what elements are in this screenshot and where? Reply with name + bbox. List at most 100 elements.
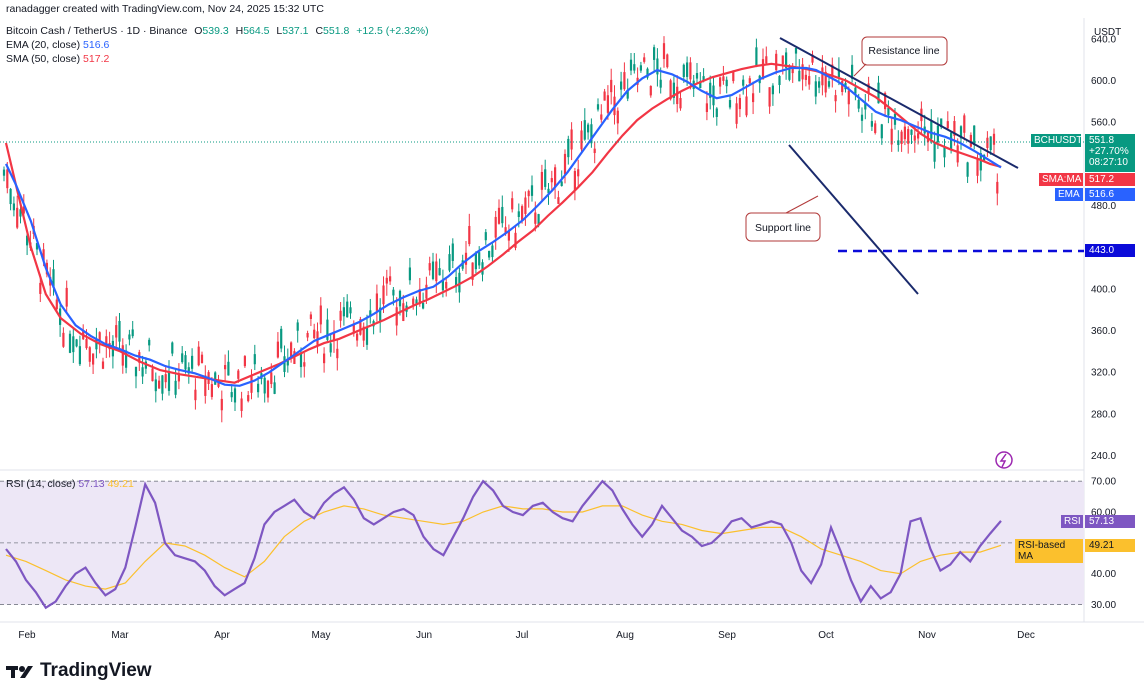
candle (118, 313, 121, 353)
sma-legend[interactable]: SMA (50, close) 517.2 (6, 53, 110, 65)
candle (742, 75, 745, 95)
alert-bolt-icon[interactable] (995, 451, 1013, 469)
candle (890, 118, 893, 152)
candle (445, 278, 448, 297)
svg-text:Nov: Nov (918, 630, 936, 641)
price-tick: 280.0 (1091, 409, 1116, 420)
tradingview-logo-icon (6, 666, 33, 678)
price-tick: 320.0 (1091, 368, 1116, 379)
candle (273, 375, 276, 395)
candle (725, 76, 728, 94)
candle (623, 62, 626, 91)
resistance-callout-text: Resistance line (868, 45, 939, 57)
price-tick: 560.0 (1091, 118, 1116, 129)
candle (408, 257, 411, 285)
candle (979, 147, 982, 182)
candle (738, 94, 741, 118)
svg-text:640.0: 640.0 (1091, 34, 1116, 45)
candle (794, 47, 798, 66)
candle (247, 390, 250, 403)
candle (946, 111, 949, 129)
candle (243, 355, 246, 368)
candle (148, 337, 151, 352)
candle (336, 338, 339, 371)
candle (240, 391, 243, 418)
change-value: +12.5 (+2.32%) (356, 25, 429, 37)
candle (722, 65, 725, 85)
candle (745, 84, 748, 118)
ema-price-box: 516.6 EMA (1055, 188, 1135, 201)
support-line[interactable] (788, 144, 919, 295)
candle (329, 333, 332, 357)
ema-legend[interactable]: EMA (20, close) 516.6 (6, 39, 110, 51)
candle (874, 120, 877, 135)
candle (402, 294, 405, 322)
candle (184, 350, 187, 374)
candle (540, 164, 543, 202)
price-tick: 360.0 (1091, 326, 1116, 337)
candle (296, 319, 299, 343)
candle (593, 141, 596, 164)
svg-text:240.0: 240.0 (1091, 451, 1116, 462)
candle (910, 129, 913, 145)
candle (728, 96, 732, 110)
candle (590, 118, 593, 148)
candle (65, 280, 68, 313)
candle (474, 251, 477, 274)
candle (448, 245, 451, 273)
rsi-legend[interactable]: RSI (14, close) 57.13 49.21 (6, 478, 134, 490)
candle (12, 196, 15, 217)
candle (633, 52, 636, 74)
candle (26, 233, 29, 256)
candle (662, 36, 666, 68)
candle (831, 57, 834, 88)
svg-text:600.0: 600.0 (1091, 76, 1116, 87)
resistance-callout[interactable]: Resistance line (853, 36, 948, 77)
candle (897, 130, 900, 152)
candle (557, 190, 560, 205)
candle (191, 348, 194, 374)
candle (596, 98, 600, 112)
level-price-box: 443.0 (1085, 244, 1135, 257)
candle (484, 229, 487, 245)
candle (903, 122, 906, 146)
candle (930, 109, 933, 144)
svg-text:70.00: 70.00 (1091, 477, 1116, 488)
candle (197, 341, 200, 367)
support-callout[interactable]: Support line (745, 195, 821, 242)
candle (158, 375, 161, 389)
rsi-value-box: 57.13 RSI (1061, 515, 1135, 528)
candle (768, 87, 771, 114)
candle (2, 166, 6, 182)
candle (570, 122, 573, 161)
svg-text:Oct: Oct (818, 630, 834, 641)
svg-text:400.0: 400.0 (1091, 284, 1116, 295)
candle (62, 327, 65, 348)
candle (488, 250, 491, 261)
candle (963, 113, 966, 141)
price-tick: 480.0 (1091, 201, 1116, 212)
candle (775, 49, 778, 75)
candle (507, 224, 510, 252)
svg-text:Apr: Apr (214, 630, 230, 641)
resistance-line[interactable] (779, 37, 1019, 169)
candle (356, 330, 359, 347)
candle (16, 195, 19, 230)
rsi-ma-box: 49.21 RSI-based MA (1015, 539, 1135, 563)
svg-text:Jun: Jun (416, 630, 432, 641)
ohlc-legend: Bitcoin Cash / TetherUS · 1D · Binance O… (6, 25, 429, 37)
candle (115, 316, 118, 348)
candle (342, 297, 345, 326)
candle (438, 258, 441, 276)
candle (514, 226, 517, 251)
candle (313, 323, 316, 340)
candle (415, 296, 418, 316)
candle (986, 131, 989, 157)
candle (369, 298, 372, 324)
candle (395, 297, 398, 336)
candle (870, 113, 873, 132)
candle (346, 294, 349, 318)
candle (616, 107, 619, 135)
candle (989, 136, 992, 155)
